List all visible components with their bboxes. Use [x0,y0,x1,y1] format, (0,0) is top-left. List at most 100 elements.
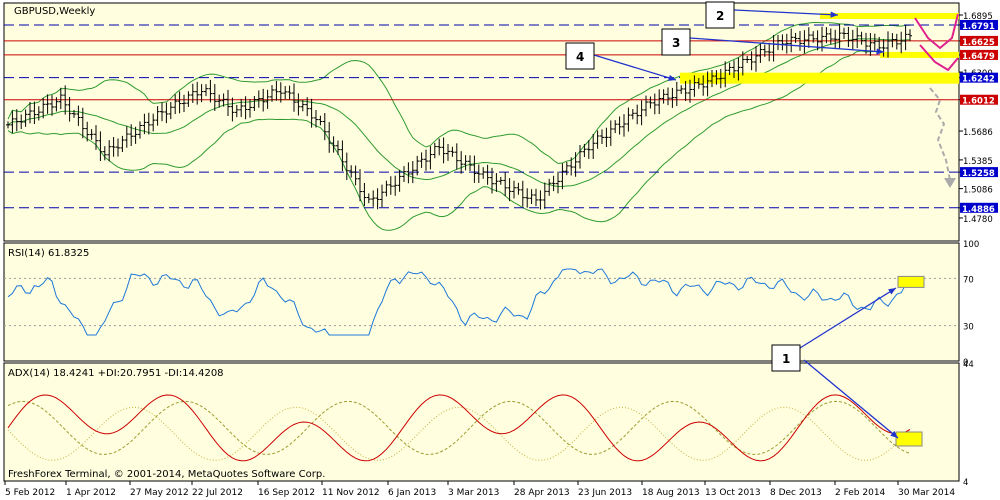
price-bar [50,95,54,116]
price-bar [630,109,635,120]
price-bar [551,175,556,192]
price-bar [186,91,191,107]
price-bar [784,33,789,54]
price-bar [749,51,754,71]
price-bar [754,46,758,72]
price-bar [842,27,846,39]
price-bar [380,184,384,208]
arrow-1-rsi [799,287,897,349]
price-bar [10,110,15,134]
price-bar [670,87,675,108]
price-bar [679,85,684,94]
price-bar [419,152,424,168]
y-tick-label: 1.5385 [963,157,993,167]
highlight-zone-mid [880,51,959,58]
price-bar [371,190,376,207]
rsi-tick-label: 0 [963,358,968,368]
price-bar [283,86,288,100]
price-bar [199,84,204,103]
price-tag-1 [960,35,998,46]
price-tag-label: 1.6791 [962,22,995,32]
price-bar [331,136,336,153]
price-bar [230,97,235,122]
price-bar [45,94,50,114]
price-bar [54,97,59,112]
price-bar [586,140,591,159]
price-bar [666,87,670,106]
price-tag-0 [960,19,998,30]
annotation-box-4 [565,42,595,70]
x-tick-label: 1 Apr 2012 [66,488,116,498]
price-bar [802,30,807,54]
arrow-1-adx [803,359,899,439]
band-lower [7,50,910,231]
price-bar [270,85,274,102]
price-bar [340,140,345,172]
price-bar [243,96,248,120]
price-bar [674,81,679,106]
price-bar [481,167,486,179]
price-bar [811,31,816,43]
price-bar [151,113,156,132]
price-bar [828,28,833,45]
y-tick-label: 1.4780 [963,215,993,225]
price-bar [723,61,728,88]
price-bar [349,165,354,178]
price-bar [683,80,688,101]
price-bar [406,162,411,184]
price-bar [6,121,10,129]
price-bar [177,91,182,114]
price-bar [344,152,349,181]
price-bar [886,31,890,58]
x-tick-label: 28 Apr 2013 [514,488,570,498]
price-bar [322,113,327,141]
x-tick-label: 3 Mar 2013 [448,488,499,498]
price-bar [36,106,41,121]
price-bar [793,32,798,43]
price-bar [164,102,169,124]
x-tick-label: 18 Aug 2013 [642,488,700,498]
price-bar [613,120,618,134]
price-bar [168,102,173,120]
forecast-arrowhead [944,178,956,188]
price-bar [204,84,208,97]
price-bar [437,138,442,156]
price-bar [375,188,380,210]
price-bar [525,188,530,208]
price-bar [468,155,472,171]
y-tick-label: 1.5686 [963,128,993,138]
price-bar [402,166,406,183]
plus-di-line [7,400,911,455]
price-bar [732,60,736,78]
price-bar [432,142,437,159]
price-bar [485,164,490,185]
x-tick-label: 27 May 2012 [130,488,189,498]
price-tag-4 [960,94,998,105]
x-tick-label: 22 Jul 2012 [192,488,243,498]
price-bar [72,109,76,118]
price-bar [908,29,912,41]
price-tag-6 [960,202,998,213]
price-bar [265,89,270,109]
price-tag-label: 1.5258 [962,169,995,179]
price-bar [868,33,873,56]
annotation-box-1 [771,344,801,372]
price-bar [762,44,767,57]
price-bar [160,102,164,122]
price-bar [424,149,428,171]
price-bar [336,140,340,155]
price-bar [58,87,63,110]
price-bar [476,164,481,184]
price-bar [441,137,446,164]
price-bar [608,120,613,146]
rsi-line [7,268,911,336]
price-bar [292,83,296,112]
price-bar [890,33,895,48]
arrow-3 [689,37,885,53]
price-bar [296,93,301,116]
price-bar [305,97,310,117]
arrow-2-head [830,11,838,18]
price-bar [116,138,120,157]
price-bar [14,109,19,132]
